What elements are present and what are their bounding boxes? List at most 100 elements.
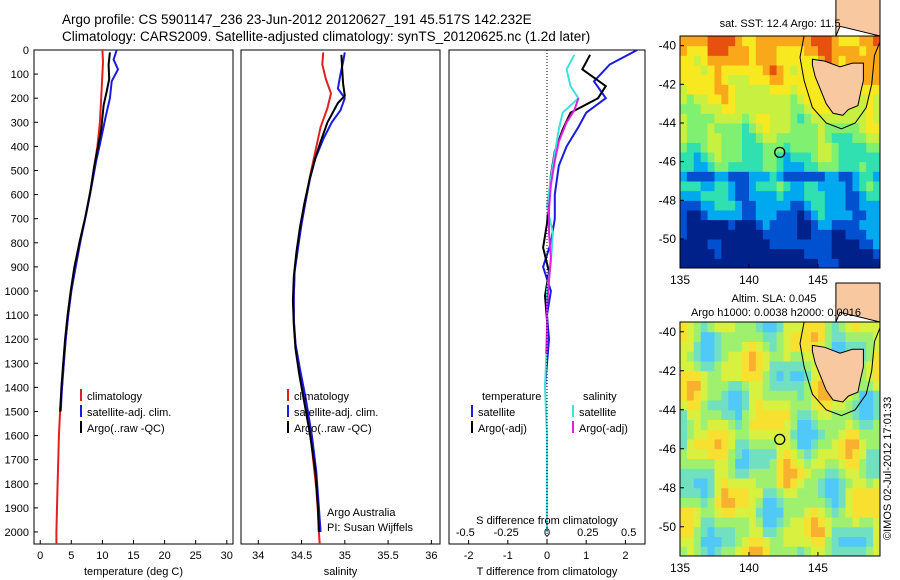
map-cell [790, 74, 798, 85]
map-cell [748, 322, 757, 333]
map-cell [831, 210, 840, 221]
map-cell [686, 45, 695, 56]
map-cell [735, 65, 743, 76]
map-cell [748, 390, 757, 401]
map-cell [680, 55, 688, 66]
map-cell [728, 331, 736, 342]
map-cell [742, 65, 750, 76]
map-cell [735, 142, 743, 153]
map-cell [859, 409, 867, 420]
map-cell [831, 55, 840, 66]
map-cell [735, 361, 743, 372]
map-cell [680, 478, 688, 489]
map-cell [721, 103, 729, 114]
map-cell [728, 526, 736, 537]
map-cell [680, 132, 688, 143]
map-cell [700, 409, 709, 420]
map-cell [735, 419, 743, 430]
map-cell [859, 370, 867, 381]
map-cell [859, 152, 867, 163]
map-cell [824, 507, 833, 518]
map-cell [762, 351, 771, 362]
map-cell [680, 248, 688, 259]
map-cell [707, 400, 715, 411]
map-cell [790, 497, 798, 508]
map-cell [707, 507, 715, 518]
map-cell [742, 351, 750, 362]
map-cell [714, 429, 722, 440]
map-cell [824, 210, 833, 221]
map-cell [852, 487, 860, 498]
map-cell [721, 123, 729, 134]
map-y-tick-label: -44 [659, 116, 677, 130]
map-cell [845, 517, 853, 528]
map-cell [811, 478, 819, 489]
map-cell [831, 152, 840, 163]
map-y-tick-label: -48 [659, 193, 677, 207]
map-cell [866, 200, 874, 211]
map-cell [686, 448, 695, 459]
map-cell [686, 239, 695, 250]
map-cell [748, 132, 757, 143]
map-cell [735, 331, 743, 342]
map-cell [790, 123, 798, 134]
map-cell [873, 380, 881, 391]
map-cell [804, 507, 812, 518]
map-cell [776, 351, 784, 362]
map-cell [804, 429, 812, 440]
map-cell [714, 210, 722, 221]
map-cell [755, 152, 764, 163]
map-cell [859, 200, 867, 211]
map-cell [811, 400, 819, 411]
map-cell [817, 536, 826, 547]
map-cell [714, 94, 722, 105]
map-cell [845, 123, 853, 134]
map-cell [748, 113, 757, 124]
map-cell [797, 248, 805, 259]
map-cell [755, 370, 764, 381]
map-cell [755, 487, 764, 498]
map-cell [707, 113, 715, 124]
map-cell [728, 123, 736, 134]
map-cell [755, 55, 764, 66]
map-cell [873, 409, 881, 420]
map-cell [769, 322, 778, 333]
map-cell [769, 478, 778, 489]
map-cell [797, 65, 805, 76]
map-cell [769, 409, 778, 420]
map-cell [831, 429, 840, 440]
map-cell [873, 200, 881, 211]
map-x-tick-label: 135 [670, 273, 690, 287]
map-cell [824, 536, 833, 547]
map-cell [776, 84, 784, 95]
map-cell [811, 390, 819, 401]
map-cell [755, 546, 764, 557]
map-cell [866, 487, 874, 498]
map-cell [714, 380, 722, 391]
map-cell [755, 331, 764, 342]
map-cell [748, 487, 757, 498]
map-cell [748, 429, 757, 440]
map-cell [714, 370, 722, 381]
map-cell [735, 152, 743, 163]
map-cell [735, 200, 743, 211]
map-cell [769, 517, 778, 528]
x-tick-label: 2 [622, 550, 628, 562]
map-cell [824, 400, 833, 411]
map-cell [769, 507, 778, 518]
map-cell [866, 84, 874, 95]
map-cell [707, 331, 715, 342]
map-cell [831, 132, 840, 143]
map-cell [797, 507, 805, 518]
map-cell [693, 546, 702, 557]
map-cell [817, 161, 826, 172]
map-cell [859, 331, 867, 342]
map-cell [824, 171, 833, 182]
map-cell [783, 448, 791, 459]
map-cell [769, 239, 778, 250]
plot-frame-2 [240, 49, 441, 545]
map-cell [783, 181, 791, 192]
map-cell [762, 458, 771, 469]
map-cell [866, 258, 874, 269]
map-cell [755, 448, 764, 459]
